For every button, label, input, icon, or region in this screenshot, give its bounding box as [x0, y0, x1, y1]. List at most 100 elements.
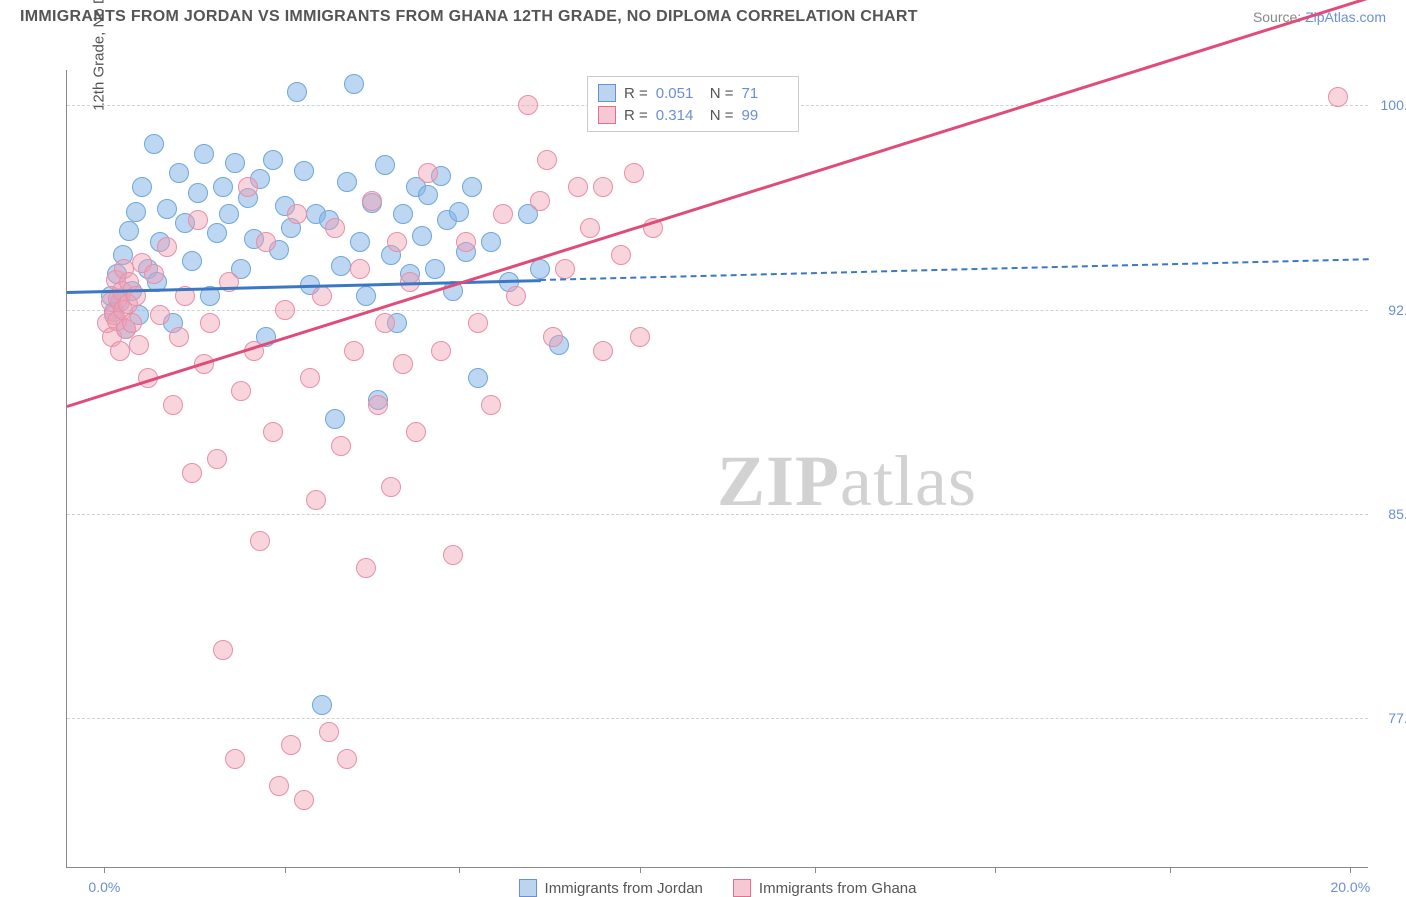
plot-area: 77.5%85.0%92.5%100.0%0.0%20.0%ZIPatlasR …	[66, 70, 1368, 868]
data-point	[506, 286, 526, 306]
data-point	[213, 640, 233, 660]
x-tick-mark	[1350, 867, 1351, 873]
data-point	[425, 259, 445, 279]
series-legend-item: Immigrants from Jordan	[519, 879, 703, 897]
data-point	[418, 163, 438, 183]
data-point	[387, 232, 407, 252]
data-point	[126, 202, 146, 222]
data-point	[493, 204, 513, 224]
data-point	[555, 259, 575, 279]
data-point	[225, 153, 245, 173]
data-point	[593, 341, 613, 361]
series-legend-label: Immigrants from Ghana	[759, 880, 917, 897]
y-tick-label: 85.0%	[1373, 506, 1406, 522]
legend-swatch	[733, 879, 751, 897]
data-point	[129, 335, 149, 355]
x-tick-mark	[104, 867, 105, 873]
data-point	[225, 749, 245, 769]
data-point	[250, 531, 270, 551]
data-point	[530, 259, 550, 279]
data-point	[256, 232, 276, 252]
trend-line	[540, 258, 1369, 281]
data-point	[518, 95, 538, 115]
x-tick-mark	[640, 867, 641, 873]
n-value: 71	[742, 85, 788, 102]
data-point	[312, 286, 332, 306]
x-tick-mark	[995, 867, 996, 873]
series-legend-label: Immigrants from Jordan	[545, 880, 703, 897]
data-point	[207, 223, 227, 243]
data-point	[350, 232, 370, 252]
data-point	[356, 558, 376, 578]
data-point	[207, 449, 227, 469]
r-value: 0.051	[656, 85, 702, 102]
data-point	[611, 245, 631, 265]
data-point	[325, 409, 345, 429]
data-point	[381, 477, 401, 497]
x-tick-mark	[815, 867, 816, 873]
trend-line	[67, 0, 1370, 408]
x-tick-mark	[1170, 867, 1171, 873]
data-point	[200, 313, 220, 333]
data-point	[110, 341, 130, 361]
data-point	[456, 232, 476, 252]
gridline-h	[67, 718, 1368, 719]
data-point	[356, 286, 376, 306]
data-point	[481, 395, 501, 415]
data-point	[368, 395, 388, 415]
data-point	[157, 237, 177, 257]
data-point	[530, 191, 550, 211]
legend-swatch	[598, 106, 616, 124]
data-point	[122, 313, 142, 333]
data-point	[275, 300, 295, 320]
x-tick-mark	[459, 867, 460, 873]
data-point	[169, 327, 189, 347]
data-point	[331, 436, 351, 456]
data-point	[194, 144, 214, 164]
data-point	[238, 177, 258, 197]
data-point	[412, 226, 432, 246]
data-point	[624, 163, 644, 183]
y-tick-label: 100.0%	[1373, 97, 1406, 113]
data-point	[306, 490, 326, 510]
data-point	[344, 74, 364, 94]
data-point	[337, 172, 357, 192]
title-bar: IMMIGRANTS FROM JORDAN VS IMMIGRANTS FRO…	[0, 0, 1406, 30]
x-tick-label: 20.0%	[1330, 879, 1370, 895]
data-point	[331, 256, 351, 276]
data-point	[325, 218, 345, 238]
correlation-legend: R =0.051N =71R =0.314N =99	[587, 76, 799, 132]
data-point	[219, 204, 239, 224]
data-point	[468, 313, 488, 333]
data-point	[294, 790, 314, 810]
r-label: R =	[624, 107, 648, 124]
data-point	[630, 327, 650, 347]
x-tick-label: 0.0%	[88, 879, 120, 895]
data-point	[443, 545, 463, 565]
data-point	[300, 368, 320, 388]
data-point	[287, 204, 307, 224]
data-point	[537, 150, 557, 170]
data-point	[169, 163, 189, 183]
data-point	[393, 354, 413, 374]
data-point	[431, 341, 451, 361]
chart-title: IMMIGRANTS FROM JORDAN VS IMMIGRANTS FRO…	[20, 8, 918, 26]
correlation-legend-row: R =0.314N =99	[598, 104, 788, 126]
data-point	[593, 177, 613, 197]
data-point	[468, 368, 488, 388]
series-legend: Immigrants from Jordan Immigrants from Gh…	[519, 879, 917, 897]
data-point	[132, 177, 152, 197]
data-point	[406, 422, 426, 442]
correlation-legend-row: R =0.051N =71	[598, 82, 788, 104]
data-point	[213, 177, 233, 197]
data-point	[481, 232, 501, 252]
gridline-h	[67, 514, 1368, 515]
gridline-h	[67, 310, 1368, 311]
data-point	[319, 722, 339, 742]
data-point	[362, 191, 382, 211]
data-point	[144, 134, 164, 154]
legend-swatch	[598, 84, 616, 102]
data-point	[462, 177, 482, 197]
data-point	[312, 695, 332, 715]
data-point	[263, 422, 283, 442]
